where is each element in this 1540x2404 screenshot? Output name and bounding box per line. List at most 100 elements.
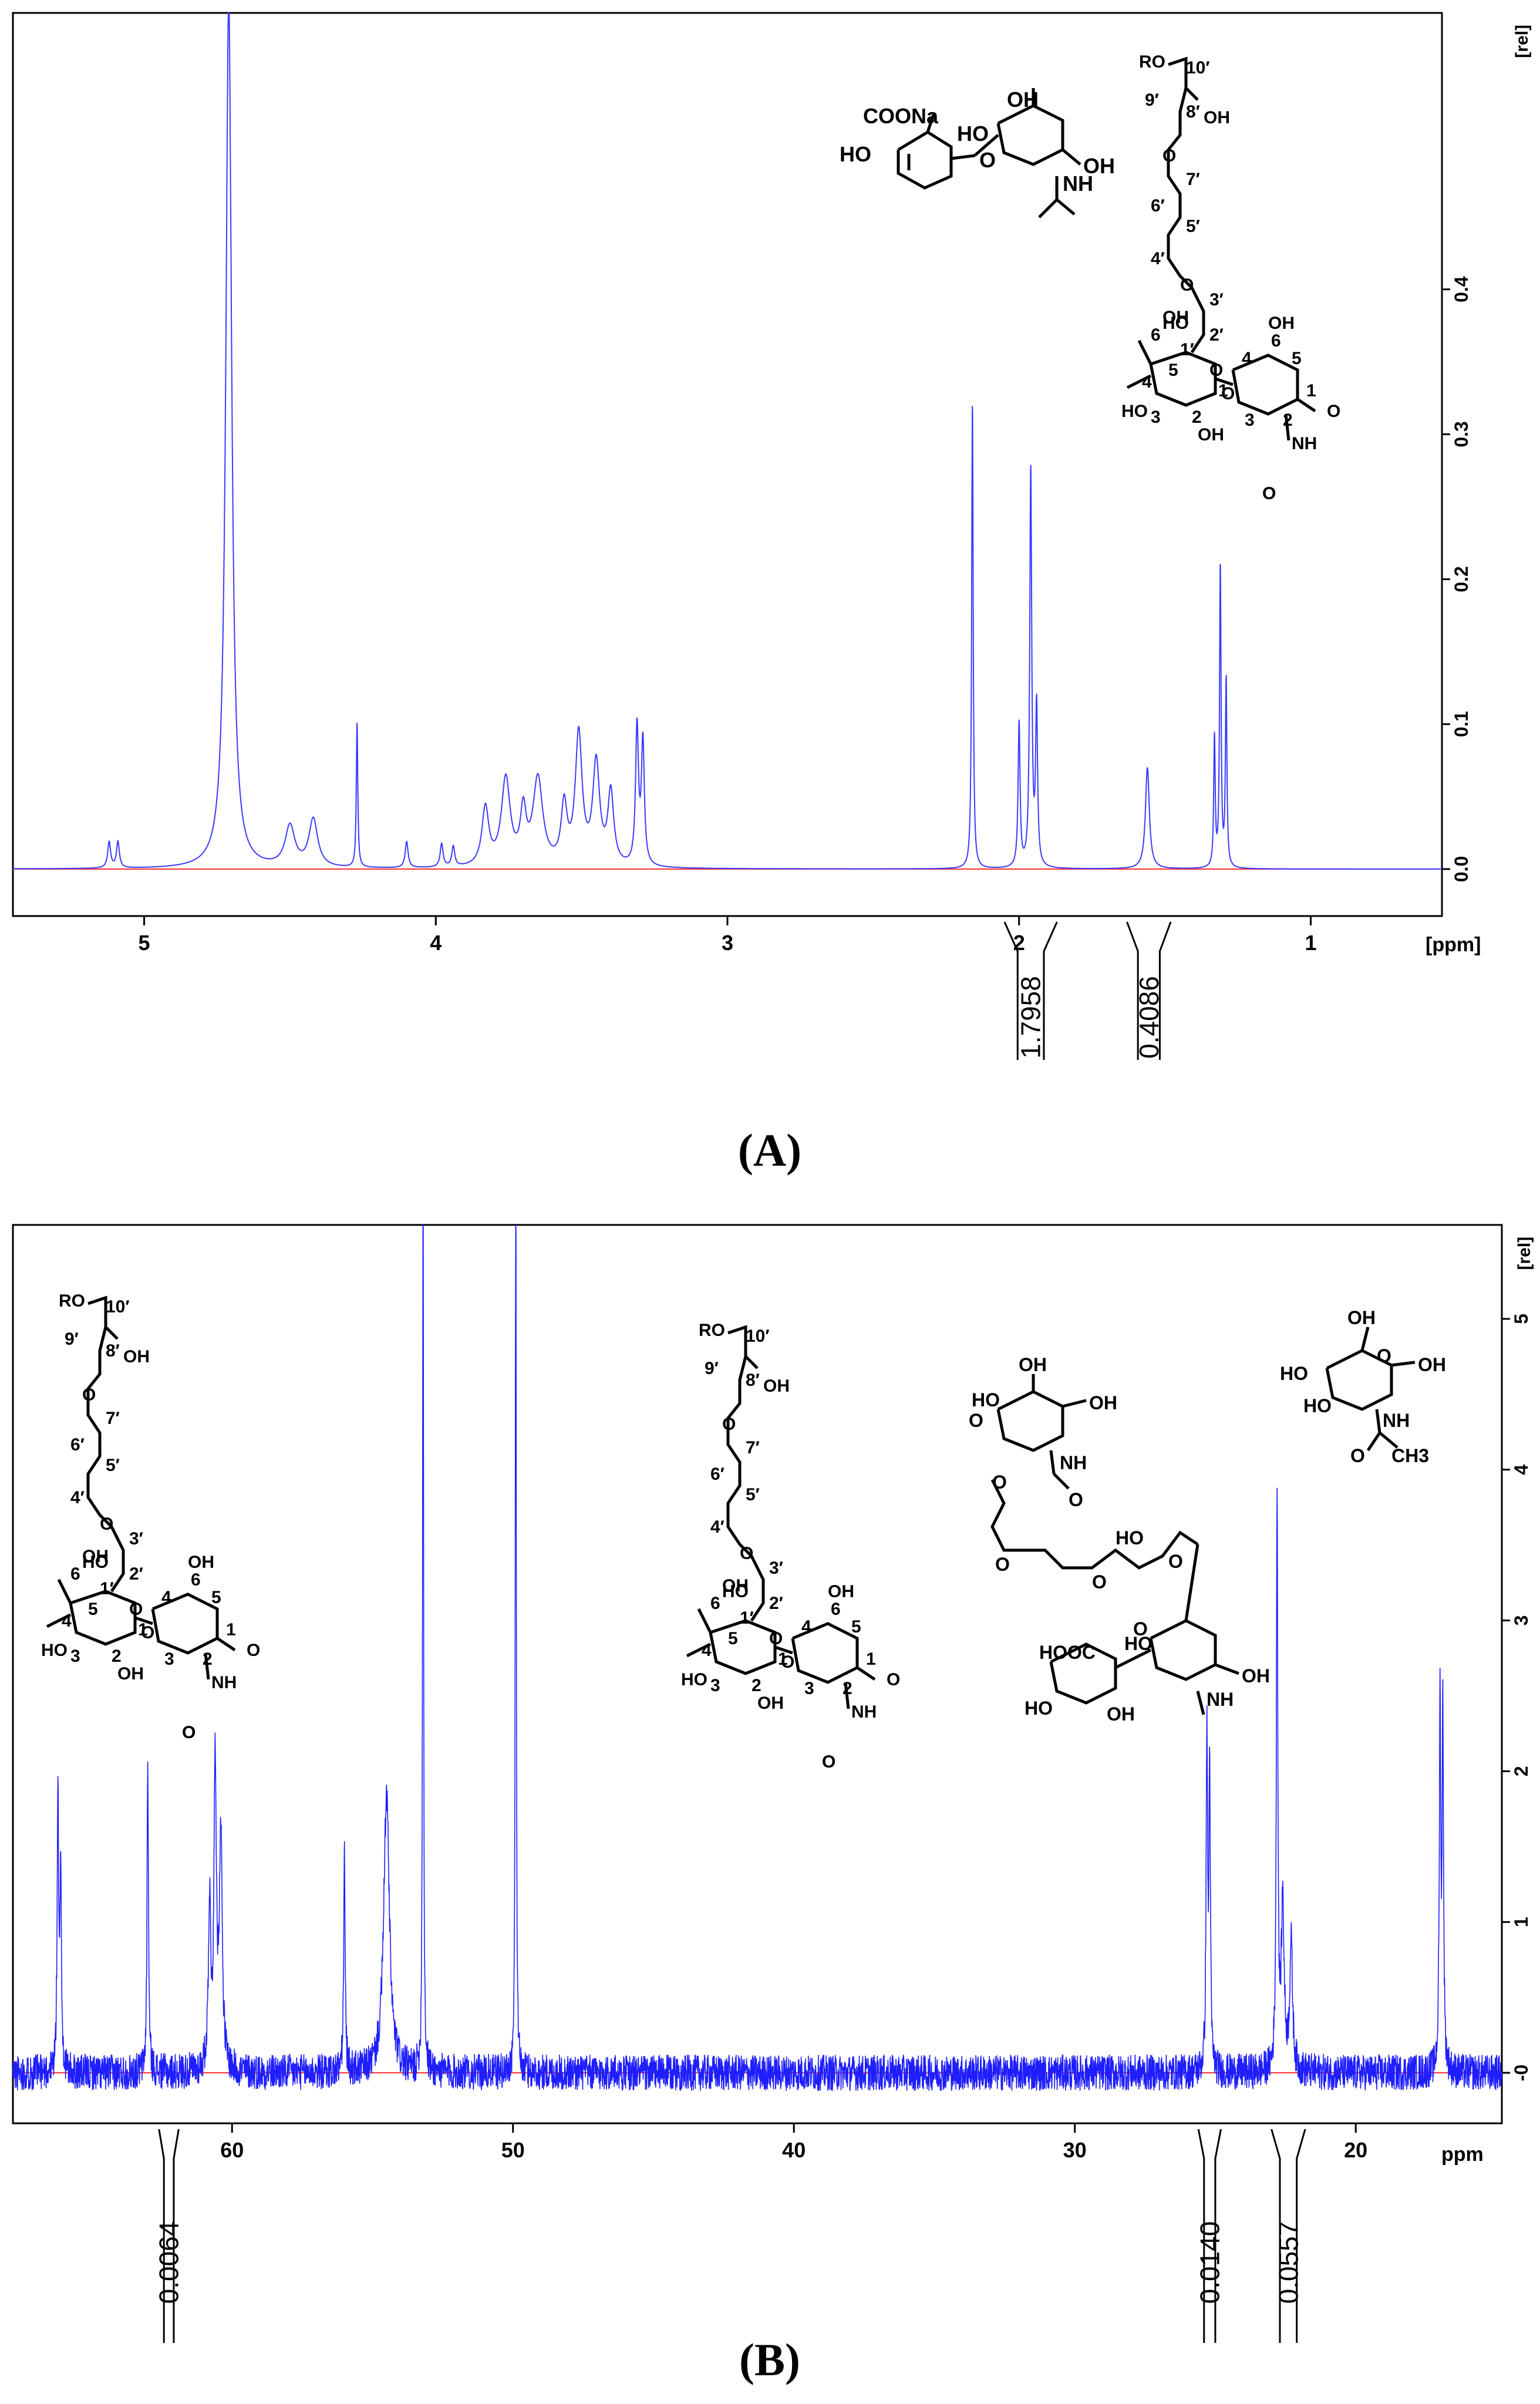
chem-label: NH xyxy=(1063,171,1093,196)
chem-label: OH xyxy=(1089,1392,1117,1413)
integral-bracket xyxy=(1197,2129,1222,2343)
y-tick-label: 0.3 xyxy=(1451,421,1472,447)
integral-bracket xyxy=(158,2129,180,2343)
x-tick-label: 50 xyxy=(501,2138,525,2162)
chem-label: OH xyxy=(1198,425,1224,445)
chem-label: O xyxy=(740,1544,753,1563)
x-tick-label: 60 xyxy=(220,2138,244,2162)
panel-caption: (A) xyxy=(738,1124,801,1176)
chem-label: 1 xyxy=(866,1649,876,1669)
y-tick-label: 1 xyxy=(1511,1917,1532,1927)
y-axis: -0 1 2 3 4 5 xyxy=(1502,1314,1532,2081)
y-tick-label: 4 xyxy=(1511,1464,1532,1475)
integral-brackets: 1.7958 0.4086 xyxy=(1003,921,1172,1060)
chem-label: COONa xyxy=(863,104,939,128)
chem-label: O xyxy=(1180,275,1194,295)
y-axis-label: [rel] xyxy=(1515,1237,1534,1270)
y-tick-label: 2 xyxy=(1511,1766,1532,1777)
chem-label: 4 xyxy=(1142,372,1152,392)
chem-label: NH xyxy=(1292,434,1317,453)
chem-label: 3 xyxy=(804,1679,814,1698)
chem-label: 6 xyxy=(710,1594,720,1613)
chem-label: OH xyxy=(757,1693,784,1713)
chem-label: 1 xyxy=(226,1620,236,1639)
chem-label: OH xyxy=(1204,108,1230,127)
chem-label: 3 xyxy=(1245,410,1255,430)
chem-label: 5′ xyxy=(106,1456,120,1475)
chem-label: 1 xyxy=(138,1620,148,1639)
x-tick-label: 5 xyxy=(139,931,150,955)
chem-label: O xyxy=(979,148,996,172)
chem-label: HO xyxy=(41,1641,68,1660)
chem-label: O xyxy=(1209,361,1223,380)
chem-label: 5 xyxy=(728,1629,738,1648)
chem-label: O xyxy=(1262,484,1276,503)
chem-label: 1′ xyxy=(100,1579,114,1598)
y-tick-label: 5 xyxy=(1511,1314,1532,1324)
chem-label: OH xyxy=(123,1347,150,1366)
y-tick-label: 0.4 xyxy=(1451,276,1472,302)
y-axis-label: [rel] xyxy=(1512,25,1532,58)
chem-label: 9′ xyxy=(705,1359,719,1378)
chem-label: 2 xyxy=(752,1676,761,1695)
chem-label: 4 xyxy=(62,1611,72,1631)
chem-label: O xyxy=(1162,146,1176,166)
chem-label: 1 xyxy=(1218,381,1228,400)
chem-label: OH xyxy=(1007,87,1039,112)
chem-label: HO xyxy=(1121,402,1148,421)
chem-label: 4′ xyxy=(1151,249,1165,268)
y-tick-label: 3 xyxy=(1511,1615,1532,1626)
chem-label: O xyxy=(992,1472,1007,1493)
chem-label: 6 xyxy=(191,1570,201,1590)
chem-label: OH xyxy=(1268,314,1295,333)
chem-label: 2 xyxy=(112,1647,122,1666)
chem-label: 6 xyxy=(1271,331,1281,351)
chem-label: OH xyxy=(1242,1665,1270,1686)
chem-label: 1 xyxy=(1306,381,1316,400)
chem-label: 5 xyxy=(851,1617,861,1637)
chem-label: 7′ xyxy=(1186,170,1200,189)
chem-label: 2 xyxy=(843,1679,852,1698)
chem-label: RO xyxy=(699,1321,725,1340)
chem-label: 2′ xyxy=(1209,325,1224,345)
chem-label: O xyxy=(1069,1489,1083,1510)
panel-caption: (B) xyxy=(739,2334,800,2385)
chem-label: 5 xyxy=(1168,361,1178,380)
chem-label: O xyxy=(822,1752,835,1772)
chem-label: HO xyxy=(1162,314,1189,333)
chem-label: O xyxy=(1221,384,1235,403)
chem-label: HO xyxy=(681,1670,707,1689)
plot-frame xyxy=(12,1224,1503,2124)
chem-label: HO xyxy=(1116,1527,1144,1548)
chem-label: 7′ xyxy=(106,1409,120,1428)
integral-brackets: 0.0064 0.0140 0.0557 xyxy=(154,2129,1306,2343)
x-tick-label: 20 xyxy=(1344,2138,1367,2162)
chem-label: OH xyxy=(722,1576,749,1595)
chem-label: 6 xyxy=(1151,325,1161,345)
chem-label: O xyxy=(182,1723,196,1742)
chem-label: OH xyxy=(1162,308,1189,327)
chem-label: CH3 xyxy=(1391,1445,1429,1466)
chem-label: NH xyxy=(851,1702,877,1722)
chem-label: O xyxy=(969,1410,983,1431)
chem-label: 9′ xyxy=(1145,90,1159,110)
spectrum-trace xyxy=(13,12,1442,870)
chem-label: OH xyxy=(82,1547,109,1566)
chem-label: O xyxy=(769,1629,783,1648)
y-axis: 0.0 0.1 0.2 0.3 0.4 xyxy=(1442,276,1472,882)
integral-value: 1.7958 xyxy=(1016,976,1046,1059)
chem-label: HO xyxy=(1124,1633,1153,1654)
chem-label: 3 xyxy=(164,1649,174,1669)
chem-label: HO xyxy=(972,1389,1000,1410)
chem-label: 3 xyxy=(710,1676,720,1695)
integral-bracket xyxy=(1003,921,1058,1060)
integral-value: 0.0140 xyxy=(1194,2221,1225,2304)
chem-label: 3 xyxy=(70,1647,80,1666)
chem-label: 3′ xyxy=(769,1558,783,1578)
chem-label: 4′ xyxy=(70,1488,85,1507)
